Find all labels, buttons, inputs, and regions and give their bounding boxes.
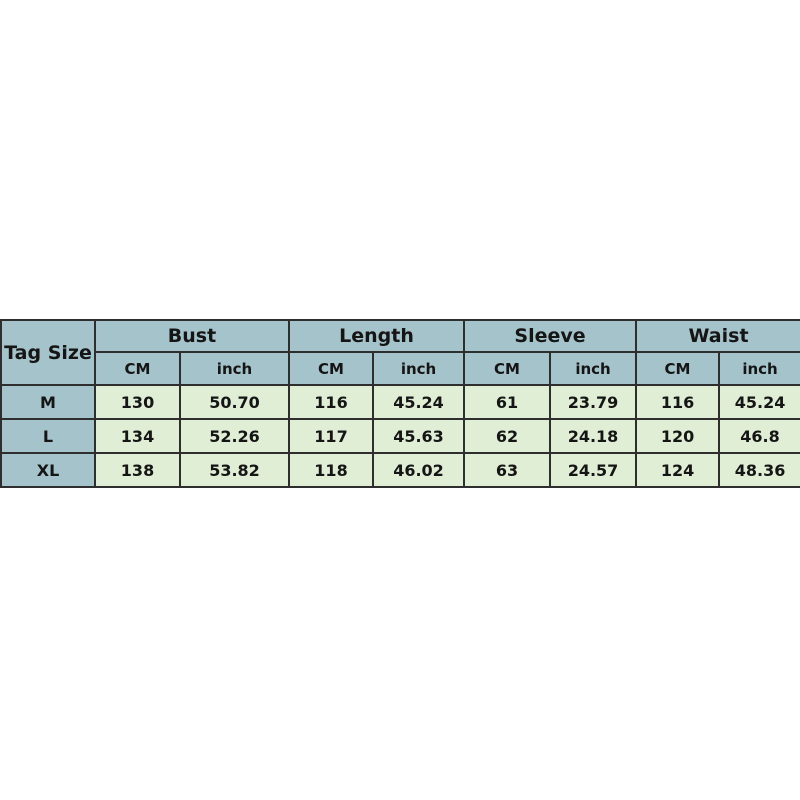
cell-l-waist-inch: 46.8 — [718, 418, 800, 454]
subheader-length-inch: inch — [371, 351, 466, 386]
row-label-l: L — [0, 418, 96, 454]
row-label-m: M — [0, 384, 96, 420]
group-header-waist: Waist — [635, 319, 800, 353]
cell-m-waist-inch: 45.24 — [718, 384, 800, 420]
tag-size-header: Tag Size — [0, 319, 96, 386]
subheader-bust-cm: CM — [94, 351, 181, 386]
size-chart-table: Tag Size Bust Length Sleeve Waist CM inc… — [0, 319, 800, 488]
cell-xl-sleeve-inch: 24.57 — [549, 452, 638, 488]
unit-header-row: CM inch CM inch CM inch CM inch — [1, 351, 800, 386]
cell-l-bust-cm: 134 — [94, 418, 181, 454]
cell-xl-bust-inch: 53.82 — [179, 452, 290, 488]
cell-l-bust-inch: 52.26 — [179, 418, 290, 454]
cell-m-bust-inch: 50.70 — [179, 384, 290, 420]
cell-l-length-cm: 117 — [288, 418, 374, 454]
subheader-sleeve-cm: CM — [463, 351, 552, 386]
cell-m-length-inch: 45.24 — [371, 384, 466, 420]
cell-m-length-cm: 116 — [288, 384, 374, 420]
group-header-bust: Bust — [94, 319, 290, 353]
subheader-sleeve-inch: inch — [549, 351, 638, 386]
cell-m-waist-cm: 116 — [635, 384, 721, 420]
subheader-waist-inch: inch — [718, 351, 800, 386]
cell-m-sleeve-cm: 61 — [463, 384, 552, 420]
subheader-bust-inch: inch — [179, 351, 290, 386]
table-row-xl: XL 138 53.82 118 46.02 63 24.57 124 48.3… — [0, 452, 800, 488]
cell-xl-waist-cm: 124 — [635, 452, 721, 488]
cell-xl-bust-cm: 138 — [94, 452, 181, 488]
table-row-l: L 134 52.26 117 45.63 62 24.18 120 46.8 — [0, 418, 800, 454]
cell-xl-sleeve-cm: 63 — [463, 452, 552, 488]
cell-l-length-inch: 45.63 — [371, 418, 466, 454]
table-row-m: M 130 50.70 116 45.24 61 23.79 116 45.24 — [0, 384, 800, 420]
cell-l-sleeve-inch: 24.18 — [549, 418, 638, 454]
cell-l-waist-cm: 120 — [635, 418, 721, 454]
group-header-length: Length — [287, 319, 466, 353]
group-header-sleeve: Sleeve — [463, 319, 638, 353]
subheader-length-cm: CM — [288, 351, 374, 386]
cell-xl-length-cm: 118 — [288, 452, 374, 488]
cell-l-sleeve-cm: 62 — [463, 418, 552, 454]
cell-m-sleeve-inch: 23.79 — [549, 384, 638, 420]
cell-xl-waist-inch: 48.36 — [718, 452, 800, 488]
cell-xl-length-inch: 46.02 — [371, 452, 466, 488]
row-label-xl: XL — [0, 452, 96, 488]
cell-m-bust-cm: 130 — [94, 384, 181, 420]
subheader-waist-cm: CM — [635, 351, 721, 386]
group-header-row: Tag Size Bust Length Sleeve Waist — [0, 319, 800, 386]
